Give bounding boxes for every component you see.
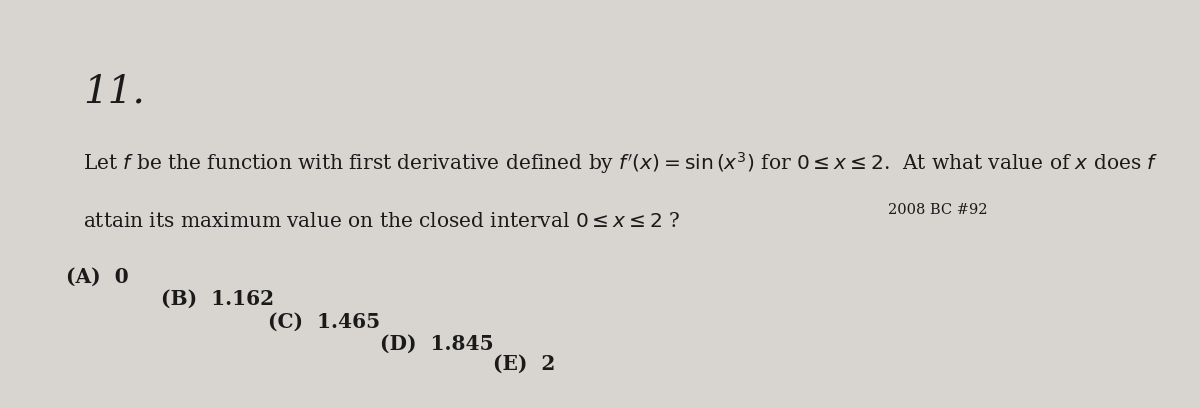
Text: Let $f$ be the function with first derivative defined by $f'(x) = \sin\left(x^3\: Let $f$ be the function with first deriv… — [83, 150, 1158, 176]
Text: (C)  1.465: (C) 1.465 — [269, 311, 380, 332]
Text: (B)  1.162: (B) 1.162 — [161, 289, 274, 309]
Text: attain its maximum value on the closed interval $0 \leq x \leq 2$ ?: attain its maximum value on the closed i… — [83, 212, 680, 231]
Text: 2008 BC #92: 2008 BC #92 — [888, 203, 988, 217]
Text: (A)  0: (A) 0 — [66, 267, 130, 287]
Text: (E)  2: (E) 2 — [492, 354, 554, 374]
Text: 11.: 11. — [83, 73, 145, 110]
Text: (D)  1.845: (D) 1.845 — [380, 334, 494, 354]
